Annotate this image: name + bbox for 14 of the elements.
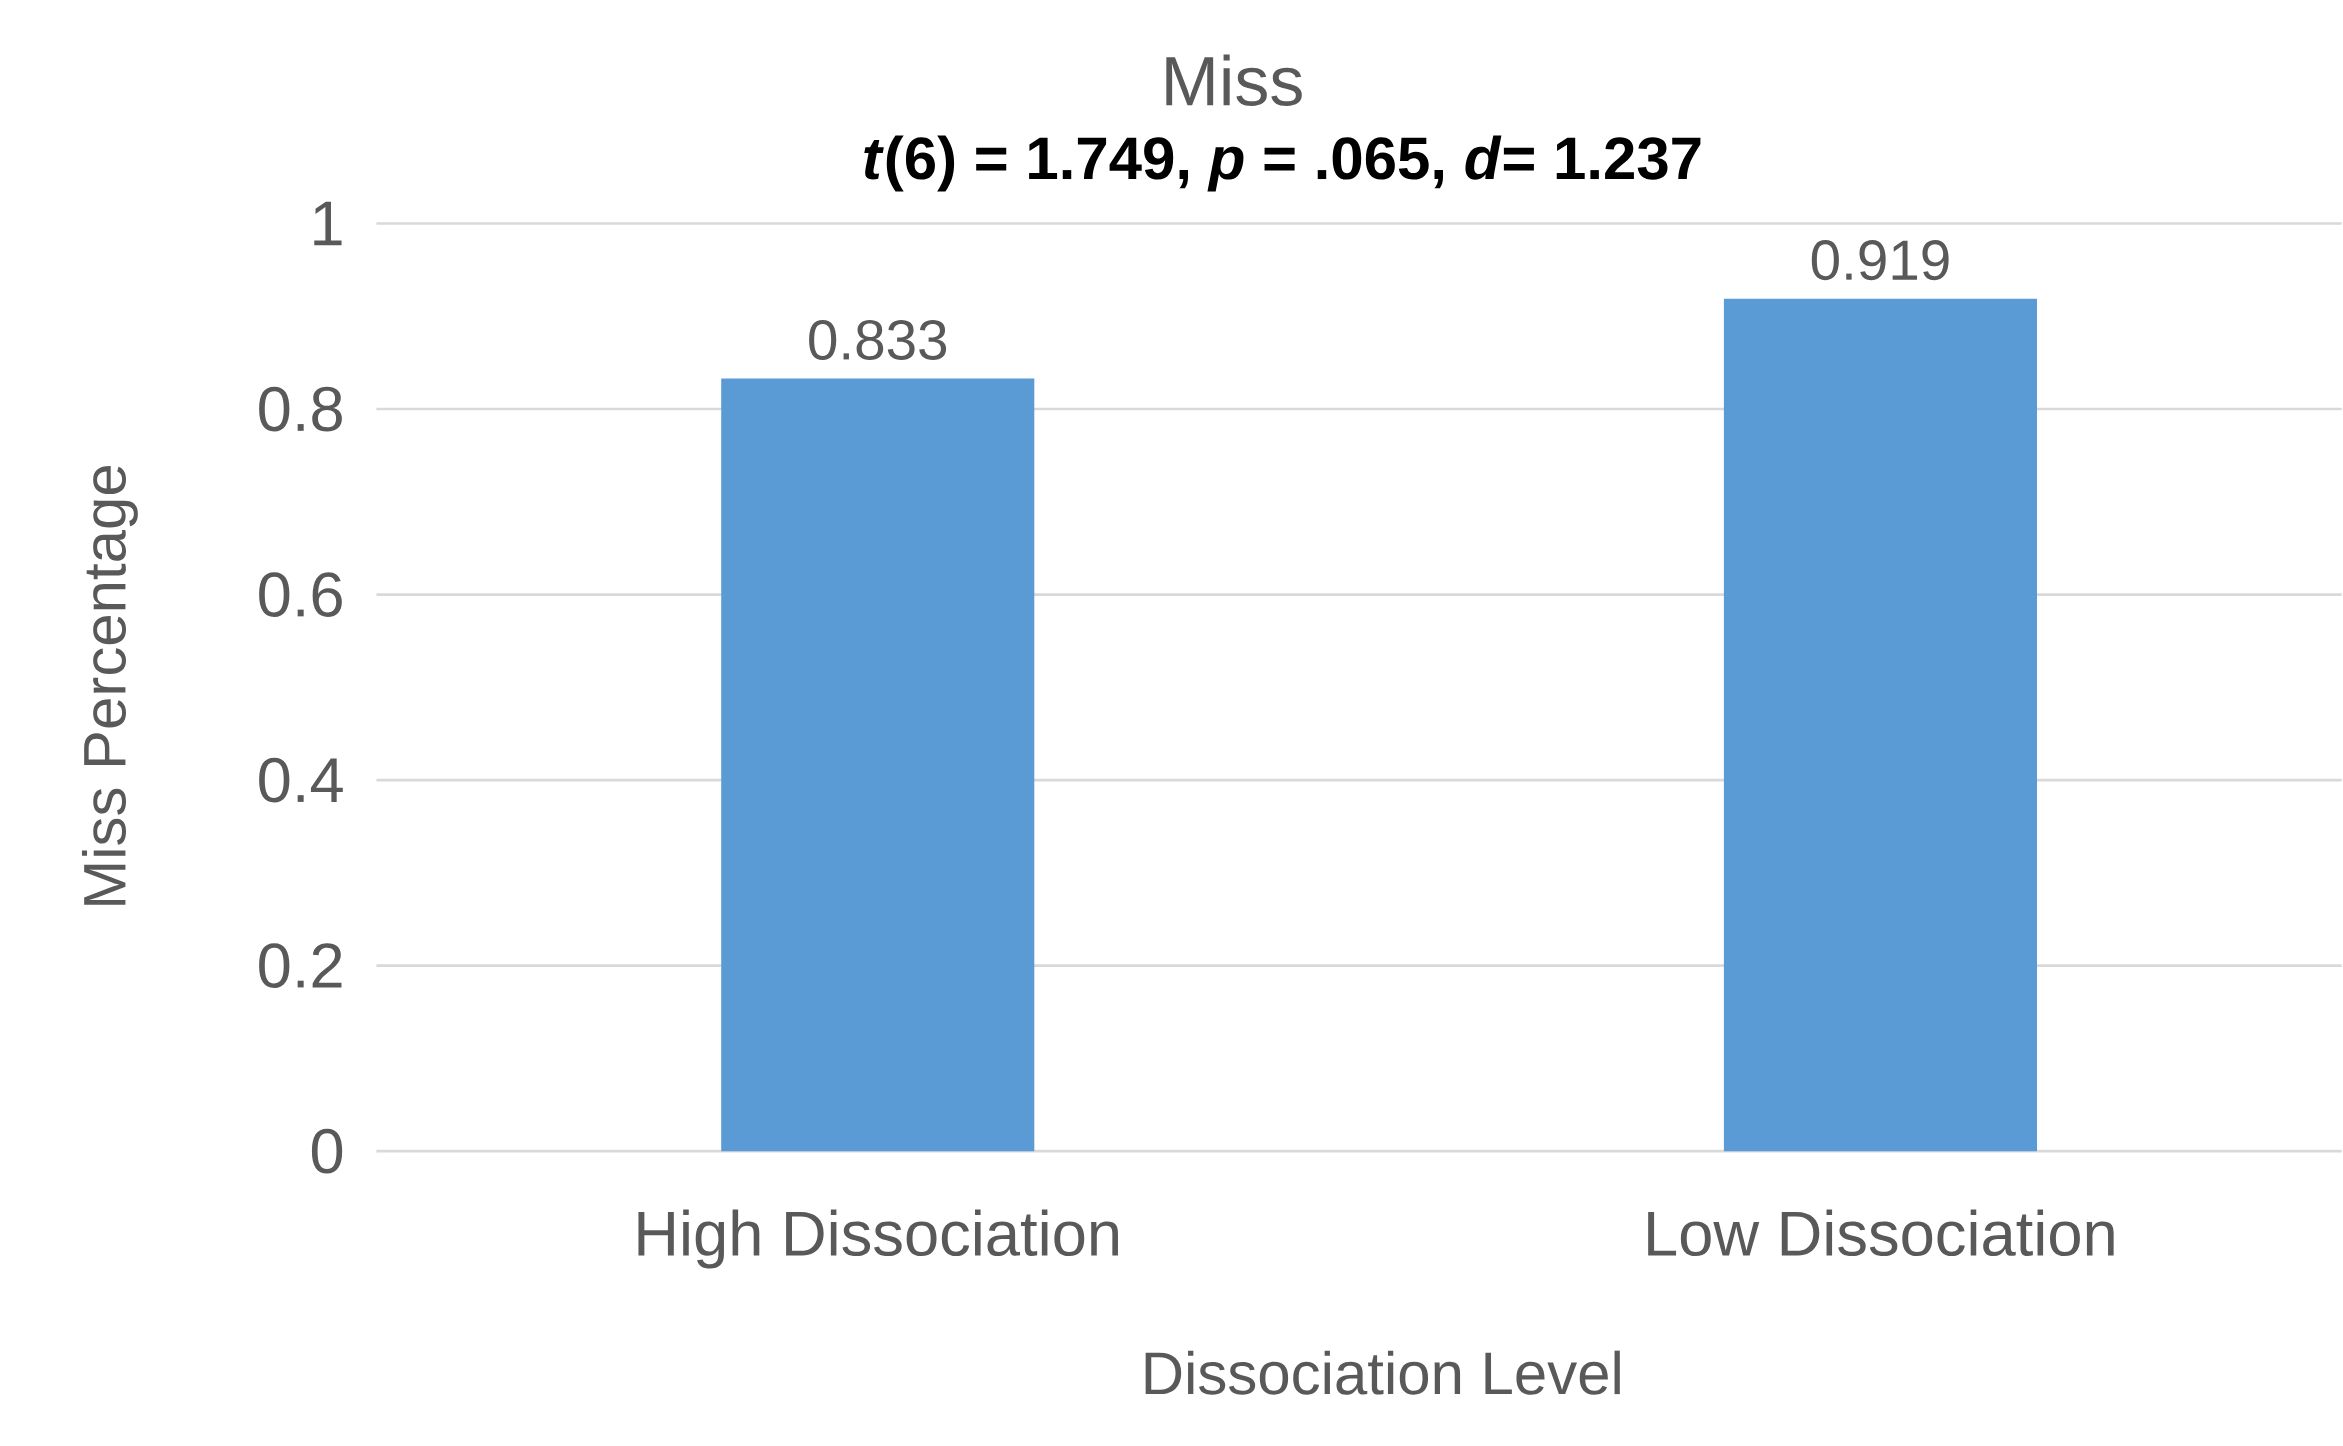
y-tick-label: 1 — [314, 201, 342, 246]
y-tick-label: 0.4 — [259, 757, 343, 803]
y-tick-label: 0.2 — [259, 943, 342, 989]
y-tick-label: 0 — [311, 1128, 343, 1174]
y-tick-label: 0.8 — [259, 386, 342, 432]
y-tick-label: 0.6 — [259, 572, 342, 617]
x-axis-title: Dissociation Level — [1145, 1350, 1620, 1395]
y-axis-title: Miss Percentage — [81, 466, 138, 905]
data-label: 0.919 — [1811, 240, 1949, 281]
x-tick-label: Low Dissociation — [1648, 1209, 2114, 1257]
chart-subtitle: t(6) = 1.749, p = .065, d= 1.237 — [864, 135, 1701, 192]
data-label: 0.833 — [809, 319, 947, 361]
x-tick-label: High Dissociation — [638, 1209, 1118, 1269]
chart-title: Miss — [1166, 54, 1302, 106]
